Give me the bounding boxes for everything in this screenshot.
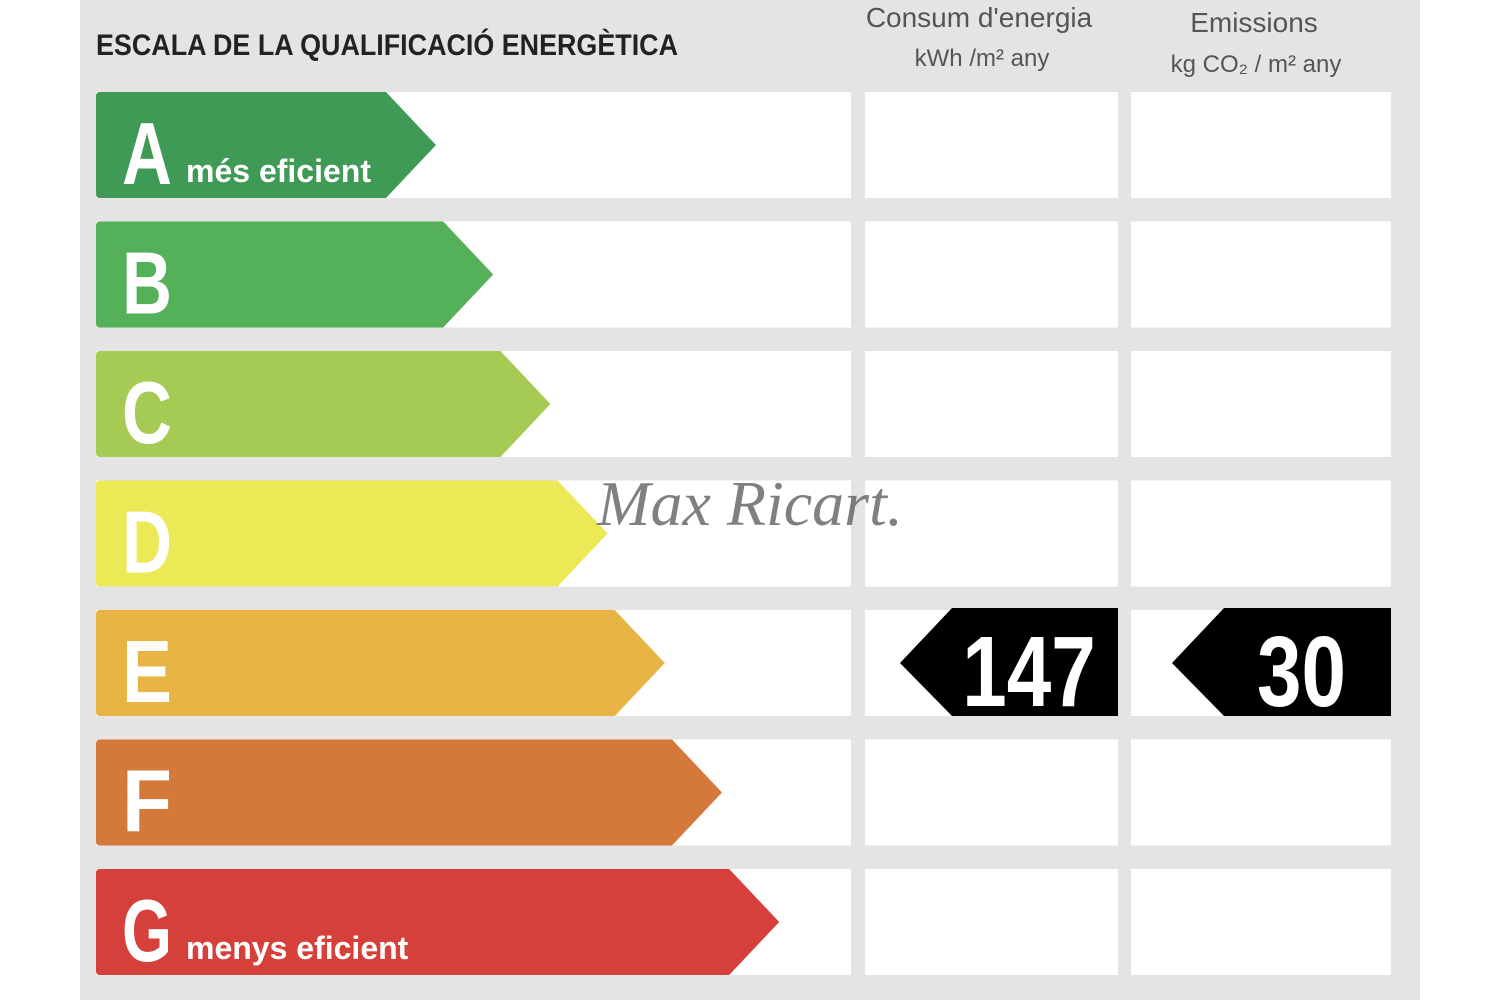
rating-letter: F [122, 752, 172, 851]
value-cell [865, 869, 1118, 975]
title: ESCALA DE LA QUALIFICACIÓ ENERGÈTICA [96, 28, 678, 62]
rating-arrow [96, 92, 436, 198]
value-marker [1172, 608, 1391, 716]
rating-letter: A [122, 104, 172, 203]
value-cell [1131, 869, 1391, 975]
watermark: Max Ricart. [596, 468, 903, 539]
value-cell [1131, 739, 1391, 846]
rating-arrow [96, 480, 608, 587]
rating-letter: D [122, 493, 172, 592]
rating-note: menys eficient [186, 930, 409, 966]
rating-letter: B [122, 234, 172, 333]
rating-letter: C [122, 363, 172, 462]
rating-arrow [96, 739, 722, 846]
rating-letter: G [122, 881, 172, 980]
value-cell [865, 221, 1118, 328]
value-label: 30 [1257, 617, 1346, 729]
rating-arrow [96, 869, 780, 975]
value-cell [1131, 480, 1391, 587]
column-title: Emissions [1190, 7, 1318, 38]
value-cell [865, 480, 1118, 587]
column-unit: kg CO₂ / m² any [1171, 51, 1342, 78]
column-unit: kWh /m² any [915, 45, 1050, 72]
value-cell [1131, 92, 1391, 198]
value-cell [1131, 221, 1391, 328]
rating-letter: E [122, 622, 172, 721]
rating-arrow [96, 221, 494, 328]
value-cell [865, 92, 1118, 198]
value-cell [1131, 351, 1391, 457]
rating-note: més eficient [186, 153, 371, 189]
rating-arrow [96, 610, 665, 716]
value-cell [865, 739, 1118, 846]
value-label: 147 [962, 617, 1095, 729]
value-marker [900, 608, 1118, 716]
rating-arrow [96, 351, 551, 457]
value-cell [865, 351, 1118, 457]
column-title: Consum d'energia [866, 2, 1093, 33]
